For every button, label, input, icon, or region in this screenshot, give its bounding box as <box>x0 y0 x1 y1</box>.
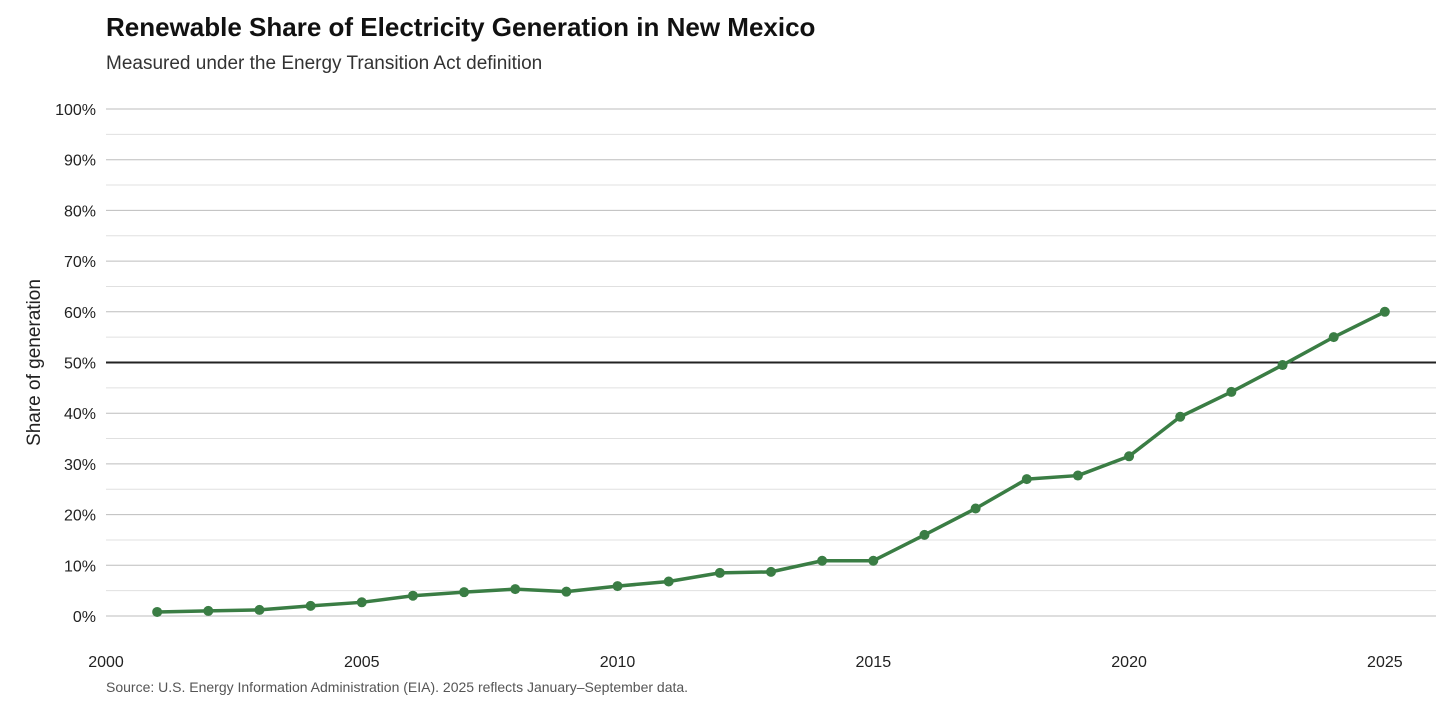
x-tick-label: 2025 <box>1367 654 1403 671</box>
y-tick-label: 40% <box>64 406 96 423</box>
y-tick-label: 50% <box>64 356 96 373</box>
y-tick-label: 90% <box>64 153 96 170</box>
data-point <box>1175 411 1186 422</box>
y-tick-label: 60% <box>64 305 96 322</box>
data-series <box>152 306 1390 617</box>
data-point <box>1277 360 1288 371</box>
x-tick-label: 2005 <box>344 654 380 671</box>
data-point <box>663 576 674 587</box>
data-point <box>612 581 623 592</box>
data-point <box>305 600 316 611</box>
chart-title: Renewable Share of Electricity Generatio… <box>106 12 816 42</box>
data-point <box>510 584 521 595</box>
data-point <box>970 503 981 514</box>
x-tick-label: 2010 <box>600 654 636 671</box>
y-tick-label: 100% <box>55 102 96 119</box>
x-tick-label: 2000 <box>88 654 124 671</box>
y-axis-ticks: 0% 10% 20% 30% 40% 50% 60% 70% 80% 90% 100% <box>55 102 96 626</box>
y-tick-label: 0% <box>73 609 96 626</box>
data-point <box>1379 306 1390 317</box>
data-point <box>919 529 930 540</box>
data-point <box>459 587 470 598</box>
data-point <box>407 590 418 601</box>
y-tick-label: 30% <box>64 457 96 474</box>
data-point <box>1328 332 1339 343</box>
y-tick-label: 80% <box>64 203 96 220</box>
source-note: Source: U.S. Energy Information Administ… <box>106 679 689 695</box>
y-tick-label: 70% <box>64 254 96 271</box>
y-axis-title: Share of generation <box>24 279 45 446</box>
data-point <box>868 555 879 566</box>
data-point <box>1124 451 1135 462</box>
data-point <box>817 555 828 566</box>
data-point <box>203 605 214 616</box>
data-point <box>561 586 572 597</box>
data-point <box>152 606 163 617</box>
x-tick-label: 2015 <box>856 654 892 671</box>
data-point <box>1021 474 1032 485</box>
grid-lines <box>106 108 1436 617</box>
data-point <box>714 567 725 578</box>
y-tick-label: 20% <box>64 508 96 525</box>
chart-subtitle: Measured under the Energy Transition Act… <box>106 53 543 74</box>
data-point <box>254 604 265 615</box>
y-tick-label: 10% <box>64 558 96 575</box>
data-point <box>766 566 776 577</box>
x-tick-label: 2020 <box>1111 654 1147 671</box>
data-point <box>356 597 367 608</box>
data-point <box>1226 386 1237 397</box>
data-point <box>1072 470 1083 481</box>
x-axis-ticks: 2000 2005 2010 2015 2020 2025 <box>88 654 1403 671</box>
